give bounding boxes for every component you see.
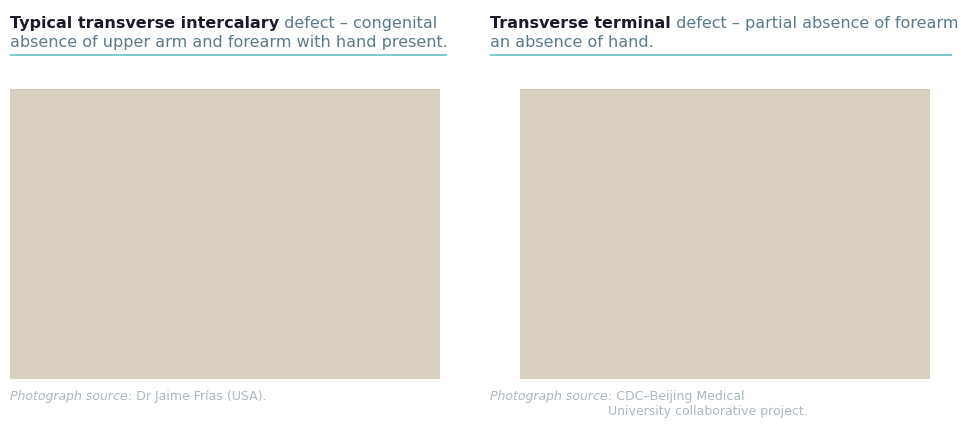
Text: defect – congenital: defect – congenital bbox=[279, 16, 437, 31]
Text: : Dr Jaime Frías (USA).: : Dr Jaime Frías (USA). bbox=[128, 389, 266, 402]
Text: Photograph source: Photograph source bbox=[489, 389, 607, 402]
Bar bbox=[520, 90, 929, 379]
Text: Transverse terminal: Transverse terminal bbox=[489, 16, 670, 31]
Text: an absence of hand.: an absence of hand. bbox=[489, 35, 653, 50]
Text: absence of upper arm and forearm with hand present.: absence of upper arm and forearm with ha… bbox=[10, 35, 448, 50]
Text: Photograph source: Photograph source bbox=[10, 389, 128, 402]
Bar bbox=[10, 90, 439, 379]
Text: Typical transverse intercalary: Typical transverse intercalary bbox=[10, 16, 279, 31]
Text: defect – partial absence of forearm with: defect – partial absence of forearm with bbox=[670, 16, 961, 31]
Text: : CDC–Beijing Medical
University collaborative project.: : CDC–Beijing Medical University collabo… bbox=[607, 389, 806, 417]
